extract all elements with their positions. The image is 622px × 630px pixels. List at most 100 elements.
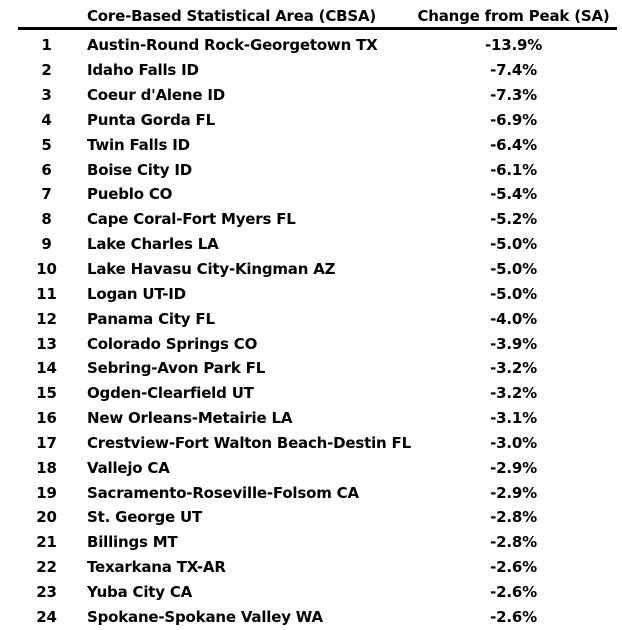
rank-cell: 12 [36,309,57,328]
change-cell: -7.4% [490,61,537,80]
cbsa-cell: Austin-Round Rock-Georgetown TX [87,36,378,55]
table-row: 13 Colorado Springs CO -3.9% [18,331,617,356]
rank-cell: 4 [41,110,52,129]
table-row: 16 New Orleans-Metairie LA -3.1% [18,406,617,431]
cbsa-cell: Punta Gorda FL [87,110,215,129]
cbsa-cell: Vallejo CA [87,458,170,477]
change-cell: -2.9% [490,483,537,502]
table-row: 22 Texarkana TX-AR -2.6% [18,555,617,580]
table-body: 1 Austin-Round Rock-Georgetown TX -13.9%… [18,30,617,629]
change-cell: -4.0% [490,309,537,328]
rank-cell: 1 [41,36,52,55]
rank-cell: 2 [41,61,52,80]
change-cell: -6.9% [490,110,537,129]
cbsa-cell: Texarkana TX-AR [87,558,226,577]
rank-cell: 22 [36,558,57,577]
change-cell: -2.8% [490,508,537,527]
rank-cell: 23 [36,582,57,601]
cbsa-cell: Spokane-Spokane Valley WA [87,607,323,626]
cbsa-cell: New Orleans-Metairie LA [87,409,293,428]
table-row: 8 Cape Coral-Fort Myers FL -5.2% [18,207,617,232]
cbsa-cell: Lake Charles LA [87,235,219,254]
rank-cell: 16 [36,409,57,428]
cbsa-cell: Sacramento-Roseville-Folsom CA [87,483,359,502]
table-row: 18 Vallejo CA -2.9% [18,455,617,480]
table-row: 10 Lake Havasu City-Kingman AZ -5.0% [18,257,617,282]
change-cell: -3.2% [490,384,537,403]
table-header-row: Core-Based Statistical Area (CBSA) Chang… [18,0,617,30]
rank-column-header [18,5,75,27]
rank-cell: 17 [36,433,57,452]
cbsa-cell: Billings MT [87,533,178,552]
cbsa-cell: Pueblo CO [87,185,173,204]
table-row: 2 Idaho Falls ID -7.4% [18,58,617,83]
table-row: 11 Logan UT-ID -5.0% [18,281,617,306]
rank-cell: 3 [41,86,52,105]
table-row: 14 Sebring-Avon Park FL -3.2% [18,356,617,381]
rank-cell: 21 [36,533,57,552]
cbsa-cell: St. George UT [87,508,203,527]
rank-cell: 7 [41,185,52,204]
table-row: 21 Billings MT -2.8% [18,530,617,555]
change-cell: -2.6% [490,558,537,577]
cbsa-cell: Twin Falls ID [87,135,190,154]
rank-cell: 9 [41,235,52,254]
cbsa-cell: Idaho Falls ID [87,61,199,80]
table-row: 6 Boise City ID -6.1% [18,157,617,182]
change-cell: -5.0% [490,235,537,254]
rank-cell: 13 [36,334,57,353]
cbsa-cell: Colorado Springs CO [87,334,258,353]
cbsa-cell: Boise City ID [87,160,192,179]
rank-cell: 19 [36,483,57,502]
change-cell: -3.1% [490,409,537,428]
cbsa-cell: Sebring-Avon Park FL [87,359,266,378]
cbsa-cell: Ogden-Clearfield UT [87,384,254,403]
table-row: 15 Ogden-Clearfield UT -3.2% [18,381,617,406]
table-row: 4 Punta Gorda FL -6.9% [18,108,617,133]
change-cell: -7.3% [490,86,537,105]
change-cell: -5.4% [490,185,537,204]
change-cell: -2.6% [490,607,537,626]
cbsa-cell: Crestview-Fort Walton Beach-Destin FL [87,433,411,452]
cbsa-cell: Cape Coral-Fort Myers FL [87,210,296,229]
table-row: 5 Twin Falls ID -6.4% [18,132,617,157]
change-column-header: Change from Peak (SA) [417,7,610,25]
change-cell: -5.2% [490,210,537,229]
change-cell: -2.6% [490,582,537,601]
table-row: 12 Panama City FL -4.0% [18,306,617,331]
table-row: 23 Yuba City CA -2.6% [18,580,617,605]
table-row: 1 Austin-Round Rock-Georgetown TX -13.9% [18,33,617,58]
change-cell: -5.0% [490,260,537,279]
change-cell: -3.9% [490,334,537,353]
cbsa-column-header: Core-Based Statistical Area (CBSA) [87,7,377,25]
change-cell: -3.0% [490,433,537,452]
rank-cell: 20 [36,508,57,527]
cbsa-cell: Coeur d'Alene ID [87,86,225,105]
table-row: 20 St. George UT -2.8% [18,505,617,530]
cbsa-cell: Yuba City CA [87,582,193,601]
table-row: 9 Lake Charles LA -5.0% [18,232,617,257]
cbsa-cell: Logan UT-ID [87,284,186,303]
table-row: 19 Sacramento-Roseville-Folsom CA -2.9% [18,480,617,505]
change-cell: -2.9% [490,458,537,477]
rank-cell: 8 [41,210,52,229]
cbsa-cell: Panama City FL [87,309,215,328]
rank-cell: 15 [36,384,57,403]
change-cell: -5.0% [490,284,537,303]
rank-cell: 18 [36,458,57,477]
rank-cell: 10 [36,260,57,279]
table-row: 7 Pueblo CO -5.4% [18,182,617,207]
cbsa-cell: Lake Havasu City-Kingman AZ [87,260,336,279]
change-cell: -6.4% [490,135,537,154]
change-cell: -13.9% [484,36,543,55]
table-row: 3 Coeur d'Alene ID -7.3% [18,83,617,108]
rank-cell: 24 [36,607,57,626]
change-cell: -6.1% [490,160,537,179]
rank-cell: 6 [41,160,52,179]
change-cell: -3.2% [490,359,537,378]
change-cell: -2.8% [490,533,537,552]
rank-cell: 11 [36,284,57,303]
rank-cell: 14 [36,359,57,378]
rank-cell: 5 [41,135,52,154]
